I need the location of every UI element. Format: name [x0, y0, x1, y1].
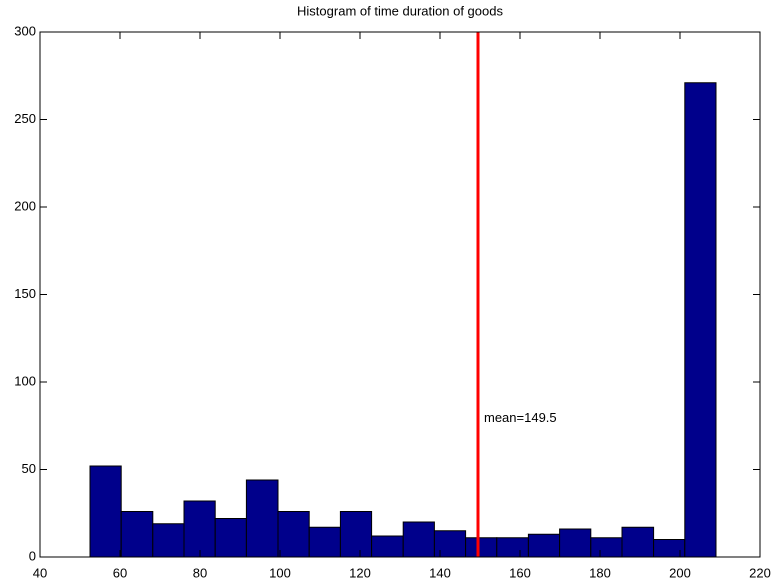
bar [465, 537, 498, 558]
mean-label: mean=149.5 [484, 410, 557, 425]
bar [684, 82, 717, 558]
bar [527, 533, 561, 558]
x-tick-label: 220 [749, 565, 771, 580]
x-tick-label: 160 [509, 565, 531, 580]
y-tick-label: 200 [14, 198, 36, 213]
x-tick-label: 180 [589, 565, 611, 580]
bar [245, 479, 279, 558]
y-tick-label: 300 [14, 23, 36, 38]
y-tick-label: 100 [14, 373, 36, 388]
bar [590, 537, 623, 558]
bar [152, 523, 185, 558]
x-tick-label: 120 [349, 565, 371, 580]
x-tick-label: 80 [193, 565, 207, 580]
plot-frame [39, 31, 761, 558]
bar [339, 511, 373, 558]
y-tick-label: 0 [29, 548, 36, 563]
x-tick-label: 140 [429, 565, 451, 580]
bar [433, 530, 467, 558]
bar [402, 521, 435, 558]
x-tick-label: 60 [113, 565, 127, 580]
bar [214, 518, 247, 558]
x-tick-label: 40 [33, 565, 47, 580]
x-tick-label: 200 [669, 565, 691, 580]
bar [120, 511, 154, 558]
bar [277, 511, 310, 558]
bar [621, 526, 655, 558]
y-tick-label: 250 [14, 111, 36, 126]
bar [559, 528, 592, 558]
bar [308, 526, 341, 558]
bar [89, 465, 122, 558]
y-tick-label: 150 [14, 286, 36, 301]
x-tick-label: 100 [269, 565, 291, 580]
bar [496, 537, 529, 558]
bar [371, 535, 404, 558]
y-tick-label: 50 [22, 461, 36, 476]
chart-title: Histogram of time duration of goods [297, 3, 503, 18]
bar [183, 500, 216, 558]
